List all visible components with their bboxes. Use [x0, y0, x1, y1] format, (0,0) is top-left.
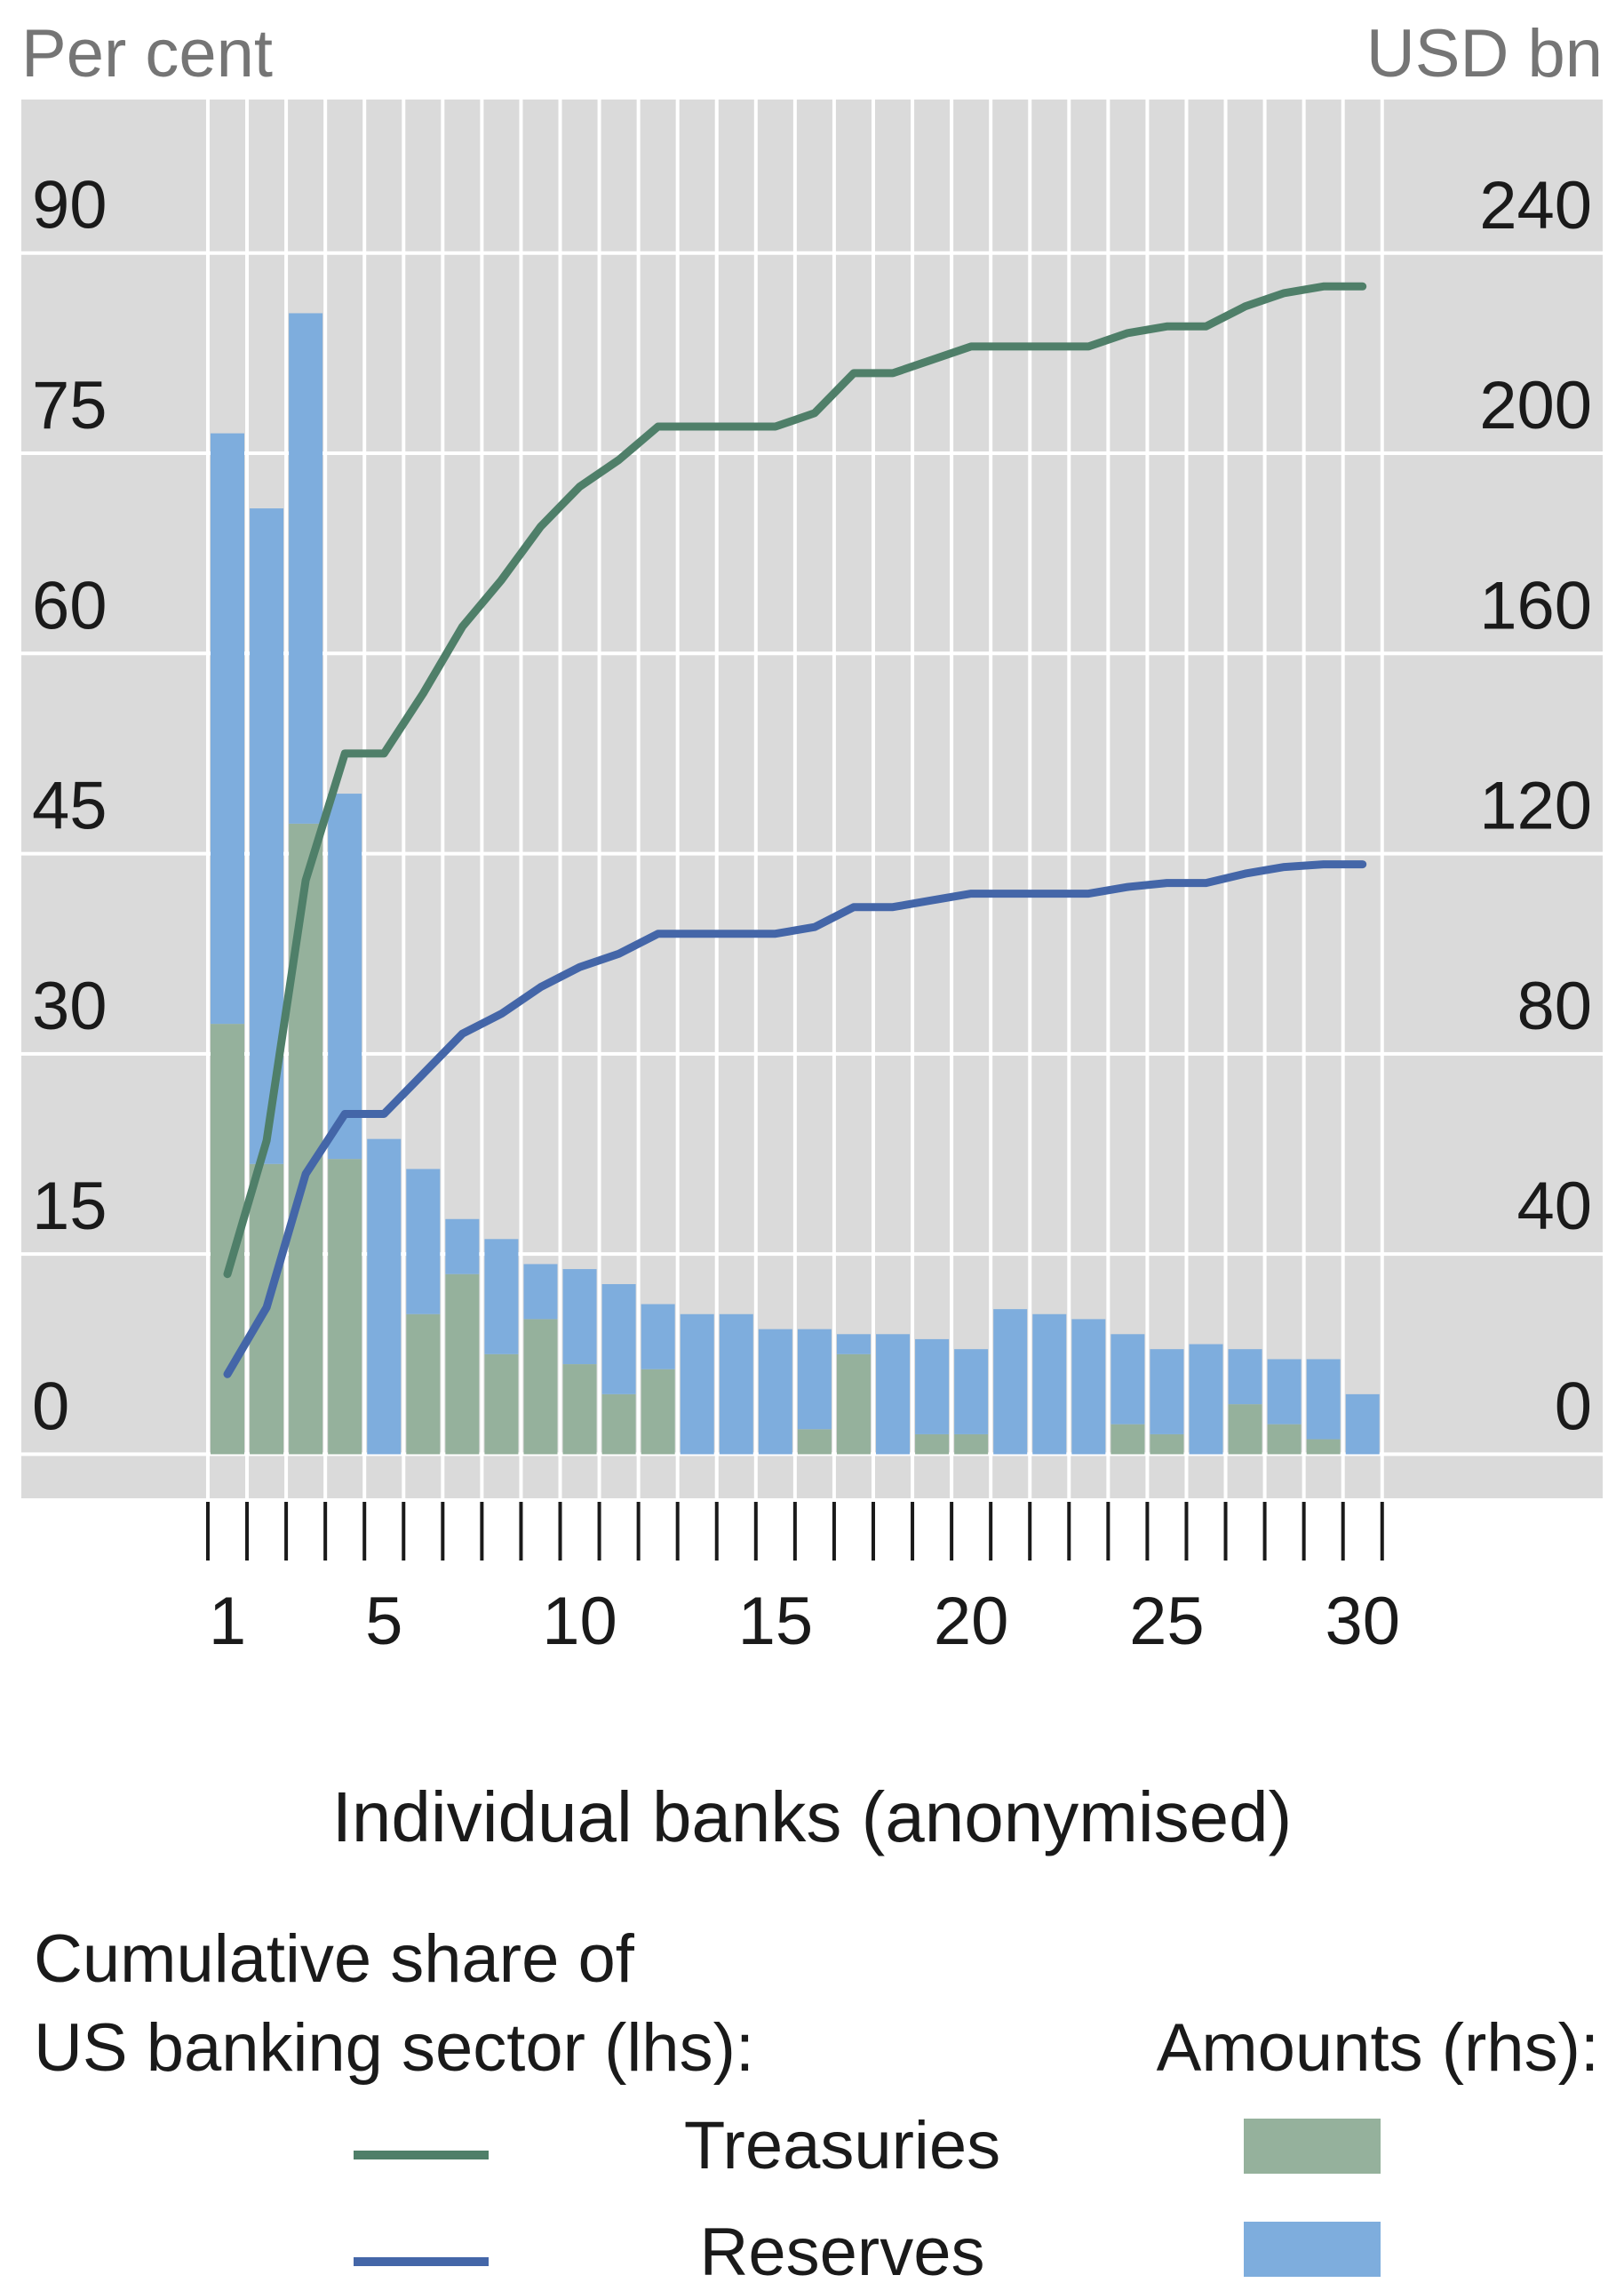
bar-reserves-10 [562, 1269, 597, 1365]
bar-reserves-8 [484, 1239, 519, 1354]
y-left-tick: 30 [32, 969, 107, 1044]
bar-treasuries-11 [601, 1393, 636, 1455]
y-left-tick: 15 [32, 1169, 107, 1244]
legend-bar-group-title: Amounts (rhs): [1157, 2010, 1599, 2086]
bar-reserves-27 [1228, 1349, 1262, 1405]
bar-treasuries-25 [1150, 1433, 1184, 1455]
y-right-tick: 80 [1517, 969, 1592, 1044]
bar-treasuries-8 [484, 1353, 519, 1455]
x-tick-label: 15 [738, 1584, 814, 1659]
bar-treasuries-10 [562, 1364, 597, 1455]
left-axis-title: Per cent [21, 16, 273, 92]
bar-reserves-7 [445, 1218, 480, 1274]
bar-treasuries-24 [1111, 1424, 1145, 1455]
bar-reserves-19 [915, 1338, 950, 1434]
x-tick-label: 5 [365, 1584, 402, 1659]
bar-treasuries-20 [954, 1433, 989, 1455]
bar-treasuries-9 [523, 1319, 558, 1455]
y-tick-labels: 0 15 30 45 60 75 90 0 40 80 120 160 200 240 [32, 168, 1592, 1445]
bar-reserves-20 [954, 1349, 989, 1434]
legend-reserves-bar-swatch [1244, 2222, 1381, 2277]
bar-reserves-1 [211, 433, 244, 1025]
y-right-tick: 200 [1479, 368, 1592, 443]
y-right-tick: 40 [1517, 1169, 1592, 1244]
lines [223, 282, 1367, 1378]
line-reserves [223, 860, 1367, 1378]
y-left-tick: 90 [32, 168, 107, 243]
bar-treasuries-4 [328, 1159, 362, 1455]
x-tick-label: 25 [1129, 1584, 1205, 1659]
line-treasuries [223, 282, 1367, 1279]
right-axis-title: USD bn [1366, 16, 1603, 92]
bar-treasuries-12 [641, 1369, 675, 1455]
bar-reserves-23 [1071, 1319, 1106, 1455]
bar-reserves-28 [1267, 1359, 1302, 1425]
bar-reserves-12 [641, 1304, 675, 1369]
bar-reserves-14 [719, 1313, 753, 1455]
vertical-gridlines [205, 100, 1384, 1498]
x-axis-label: Individual banks (anonymised) [332, 1777, 1293, 1856]
bar-reserves-25 [1150, 1349, 1184, 1434]
bar-reserves-5 [367, 1138, 402, 1455]
bar-reserves-29 [1306, 1359, 1341, 1440]
y-right-tick: 120 [1479, 769, 1592, 844]
bar-treasuries-6 [406, 1313, 441, 1455]
bar-reserves-26 [1189, 1344, 1223, 1455]
bar-treasuries-29 [1306, 1439, 1341, 1455]
bar-reserves-3 [289, 313, 323, 824]
legend-treasuries-bar-swatch [1244, 2119, 1381, 2174]
bar-treasuries-27 [1228, 1404, 1262, 1455]
bar-treasuries-16 [797, 1429, 832, 1455]
bar-treasuries-7 [445, 1273, 480, 1455]
bar-reserves-4 [328, 794, 362, 1160]
legend-reserves-label: Reserves [700, 2215, 985, 2290]
bar-reserves-15 [758, 1329, 792, 1455]
bar-reserves-9 [523, 1264, 558, 1320]
bar-reserves-6 [406, 1169, 441, 1314]
legend-line-group-title-1: Cumulative share of [34, 1921, 635, 1997]
bar-treasuries-19 [915, 1433, 950, 1455]
bar-reserves-16 [797, 1329, 832, 1430]
bar-reserves-13 [680, 1313, 714, 1455]
y-right-tick: 160 [1479, 568, 1592, 643]
bar-treasuries-3 [289, 823, 323, 1455]
y-right-tick: 240 [1479, 168, 1592, 243]
x-tick-label: 1 [209, 1584, 246, 1659]
y-left-tick: 0 [32, 1369, 69, 1444]
bar-reserves-22 [1032, 1313, 1067, 1455]
bar-reserves-11 [601, 1283, 636, 1394]
legend-treasuries-label: Treasuries [684, 2108, 1000, 2183]
bar-reserves-18 [876, 1334, 911, 1455]
bar-treasuries-28 [1267, 1424, 1302, 1455]
x-tick-label: 10 [542, 1584, 617, 1659]
y-left-tick: 60 [32, 568, 107, 643]
bar-reserves-17 [836, 1334, 871, 1354]
y-right-tick: 0 [1555, 1369, 1592, 1444]
x-tick-label: 20 [934, 1584, 1009, 1659]
bar-reserves-30 [1345, 1393, 1380, 1455]
bar-treasuries-17 [836, 1353, 871, 1455]
x-axis: 1 5 10 15 20 25 30 [205, 1502, 1400, 1659]
y-left-tick: 45 [32, 769, 107, 844]
legend-line-group-title-2: US banking sector (lhs): [34, 2010, 754, 2086]
bars [211, 313, 1380, 1455]
y-left-tick: 75 [32, 368, 107, 443]
bar-reserves-24 [1111, 1334, 1145, 1425]
legend: Cumulative share of US banking sector (l… [34, 1921, 1599, 2290]
x-tick-label: 30 [1325, 1584, 1400, 1659]
bar-reserves-21 [993, 1309, 1028, 1455]
